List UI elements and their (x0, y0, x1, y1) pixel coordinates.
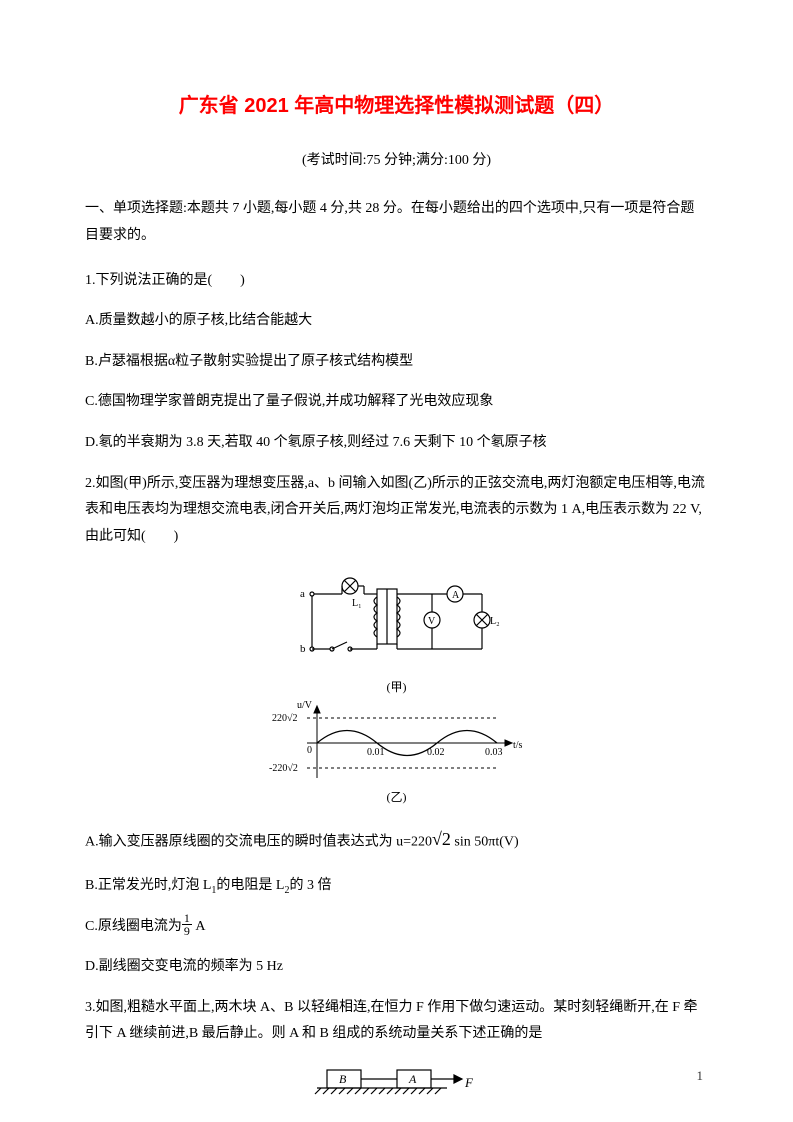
q1-option-b: B.卢瑟福根据α粒子散射实验提出了原子核式结构模型 (85, 349, 708, 376)
q2c-post: A (192, 919, 206, 934)
wave-xtick-1: 0.01 (367, 747, 385, 758)
q2c-frac: 19 (182, 912, 192, 937)
wave-ylabel: u/V (297, 700, 313, 711)
terminal-a: a (300, 588, 305, 600)
wave-ymax: 220√2 (272, 713, 298, 724)
q2-option-d: D.副线圈交变电流的频率为 5 Hz (85, 954, 708, 981)
circuit-label: (甲) (85, 678, 708, 697)
force-f-label: F (464, 1075, 474, 1090)
q2-option-b: B.正常发光时,灯泡 L1的电阻是 L2的 3 倍 (85, 873, 708, 900)
q2-diagrams: L₁ a b A (85, 564, 708, 806)
q2a-pre: A.输入变压器原线圈的交流电压的瞬时值表达式为 u=220 (85, 834, 432, 849)
q2b-pre: B.正常发光时,灯泡 L (85, 878, 211, 893)
voltmeter-label: V (428, 616, 436, 627)
q2c-den: 9 (182, 925, 192, 937)
wave-zero: 0 (307, 745, 312, 756)
q2a-sqrt: √2 (432, 822, 451, 856)
q2a-post: sin 50πt(V) (451, 834, 519, 849)
l1-label: L₁ (352, 598, 362, 609)
section-description: 一、单项选择题:本题共 7 小题,每小题 4 分,共 28 分。在每小题给出的四… (85, 196, 708, 249)
wave-xlabel: t/s (513, 740, 523, 751)
page-number: 1 (697, 1066, 704, 1087)
wave-diagram: u/V t/s 220√2 -220√2 0 0.01 0.02 0.03 (267, 698, 527, 788)
q1-option-a: A.质量数越小的原子核,比结合能越大 (85, 308, 708, 335)
q1-stem: 1.下列说法正确的是( ) (85, 268, 708, 295)
page-title: 广东省 2021 年高中物理选择性模拟测试题（四） (85, 90, 708, 122)
q3-stem: 3.如图,粗糙水平面上,两木块 A、B 以轻绳相连,在恒力 F 作用下做匀速运动… (85, 995, 708, 1048)
q1-option-d: D.氡的半衰期为 3.8 天,若取 40 个氡原子核,则经过 7.6 天剩下 1… (85, 430, 708, 457)
q2-option-c: C.原线圈电流为19 A (85, 914, 708, 941)
q2c-pre: C.原线圈电流为 (85, 919, 182, 934)
block-a-label: A (408, 1072, 417, 1086)
q1-option-c: C.德国物理学家普朗克提出了量子假说,并成功解释了光电效应现象 (85, 389, 708, 416)
exam-subtitle: (考试时间:75 分钟;满分:100 分) (85, 150, 708, 172)
terminal-b: b (300, 643, 306, 655)
q2-option-a: A.输入变压器原线圈的交流电压的瞬时值表达式为 u=220√2 sin 50πt… (85, 825, 708, 859)
ammeter-label: A (452, 590, 460, 601)
q2b-post: 的 3 倍 (289, 878, 331, 893)
wave-xtick-2: 0.02 (427, 747, 445, 758)
wave-label: (乙) (85, 788, 708, 807)
l2-label: L₂ (490, 616, 500, 627)
block-b-label: B (339, 1072, 347, 1086)
q2b-mid: 的电阻是 L (216, 878, 284, 893)
blocks-diagram: B A F (297, 1062, 497, 1102)
wave-ymin: -220√2 (269, 763, 298, 774)
circuit-diagram: L₁ a b A (292, 564, 502, 674)
q2-stem: 2.如图(甲)所示,变压器为理想变压器,a、b 间输入如图(乙)所示的正弦交流电… (85, 471, 708, 551)
wave-xtick-3: 0.03 (485, 747, 503, 758)
